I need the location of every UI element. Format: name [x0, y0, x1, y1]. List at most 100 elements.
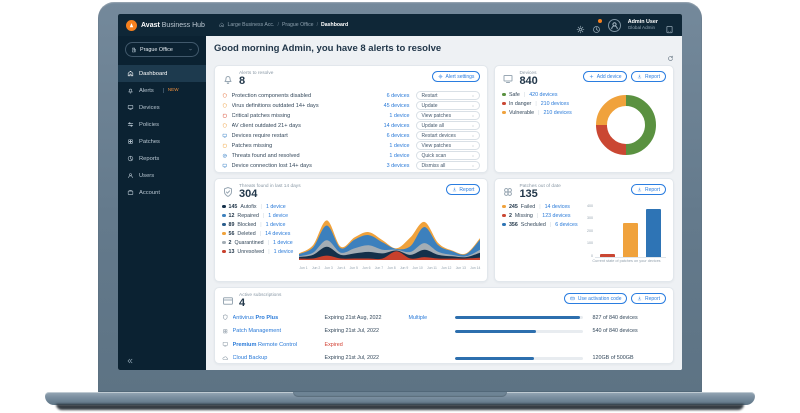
alert-row: Device connection lost 14+ days 3 devices… — [222, 161, 481, 171]
subscription-multiple-link[interactable]: Multiple — [408, 314, 428, 321]
subscriptions-report-button[interactable]: Report — [631, 293, 666, 304]
x-axis-label: Jun 10 — [412, 265, 423, 270]
legend-count: 12 — [228, 212, 235, 219]
use-activation-code-button[interactable]: Use activation code — [564, 293, 628, 304]
alert-action-dropdown[interactable]: View patches — [416, 111, 481, 120]
notifications-icon[interactable] — [592, 19, 603, 33]
legend-devices-link[interactable]: 6 devices — [555, 221, 578, 228]
sidebar-item-devices[interactable]: Devices — [118, 99, 206, 116]
legend-devices-link[interactable]: 1 device — [273, 248, 294, 255]
x-axis-label: Jun 13 — [455, 265, 466, 270]
legend-row: 145 Autofix | 1 device — [222, 204, 293, 210]
shield-icon — [222, 93, 228, 99]
x-axis-label: Jun 8 — [387, 265, 396, 270]
alert-action-dropdown[interactable]: Restart devices — [416, 131, 481, 140]
alert-devices-link[interactable]: 6 devices — [386, 92, 410, 99]
legend-devices-link[interactable]: 1 device — [265, 221, 286, 228]
legend-dot — [502, 92, 506, 97]
subscription-name-link[interactable]: Premium Remote Control — [232, 341, 298, 348]
legend-devices-link[interactable]: 420 devices — [529, 91, 558, 98]
legend-dot — [502, 222, 506, 227]
sidebar-item-patches[interactable]: Patches — [118, 133, 206, 150]
patches-report-button[interactable]: Report — [631, 184, 666, 195]
app-window: Avast Business Hub Large Business Acc. / P… — [118, 14, 682, 370]
legend-count: 2 — [228, 239, 232, 246]
alert-devices-link[interactable]: 14 devices — [383, 122, 410, 129]
legend-devices-link[interactable]: 14 devices — [265, 230, 291, 237]
sidebar-item-policies[interactable]: Policies — [118, 116, 206, 133]
alert-action-dropdown[interactable]: View patches — [416, 141, 481, 150]
sidebar-item-alerts[interactable]: Alerts NEW — [118, 82, 206, 99]
legend-dot — [222, 204, 226, 209]
sidebar-item-dashboard[interactable]: Dashboard — [118, 65, 206, 82]
legend-devices-link[interactable]: 210 devices — [540, 100, 569, 107]
legend-devices-link[interactable]: 14 devices — [544, 203, 570, 210]
alert-action-dropdown[interactable]: Restart — [416, 91, 481, 100]
alert-devices-link[interactable]: 1 device — [389, 142, 410, 149]
subscription-row: Cloud Backup Expiring 21st Jul, 2022 120GB… — [222, 353, 666, 363]
bell-icon — [222, 73, 234, 85]
monitor-icon — [502, 73, 514, 85]
legend-label: Vulnerable — [508, 109, 535, 116]
threats-report-button[interactable]: Report — [445, 184, 481, 195]
breadcrumb-item-2[interactable]: Prague Office — [281, 22, 314, 28]
alert-action-value: Quick scan — [421, 152, 447, 159]
legend-devices-link[interactable]: 1 device — [268, 212, 289, 219]
legend-row: 245 Failed | 14 devices — [502, 204, 577, 210]
alert-row: AV client outdated 21+ days 14 devices Upd… — [222, 121, 481, 131]
alert-action-dropdown[interactable]: Dismiss all — [416, 161, 481, 170]
legend-label: Safe — [508, 91, 520, 98]
alert-devices-link[interactable]: 45 devices — [383, 102, 410, 109]
x-axis-label: Jun 14 — [470, 265, 481, 270]
legend-separator: | — [536, 212, 539, 219]
avatar[interactable] — [607, 18, 621, 32]
breadcrumb-item-3[interactable]: Dashboard — [321, 22, 349, 28]
legend-row: 12 Repaired | 1 device — [222, 213, 293, 219]
alert-settings-button[interactable]: Alert settings — [432, 71, 481, 82]
sidebar-item-users[interactable]: Users — [118, 167, 206, 184]
legend-devices-link[interactable]: 1 device — [265, 203, 286, 210]
subscription-name-link[interactable]: Cloud Backup — [232, 355, 268, 362]
alert-devices-link[interactable]: 1 device — [389, 112, 410, 119]
sidebar-item-label: Dashboard — [139, 70, 168, 77]
sidebar-item-account[interactable]: Account — [118, 184, 206, 201]
legend-label: Autofix — [240, 203, 257, 210]
refresh-icon[interactable] — [667, 55, 674, 62]
sidebar-collapse-button[interactable] — [126, 357, 134, 365]
apps-launcher-icon[interactable] — [665, 21, 674, 33]
alert-devices-link[interactable]: 6 devices — [386, 132, 410, 139]
devices-icon — [127, 104, 134, 111]
legend-separator: | — [260, 203, 262, 210]
alert-label: Critical patches missing — [231, 112, 291, 119]
sidebar-item-label: Policies — [139, 121, 159, 128]
site-selector[interactable]: Prague Office — [125, 42, 199, 57]
alert-action-dropdown[interactable]: Quick scan — [416, 151, 481, 160]
subscription-progress-fill — [454, 316, 580, 320]
patches-bar-chart: 400 300 200 100 0 Current state of patches o… — [587, 204, 666, 263]
user-block[interactable]: Admin User Global Admin — [628, 19, 658, 31]
alert-action-value: Dismiss all — [421, 162, 446, 169]
alert-action-dropdown[interactable]: Update — [416, 101, 481, 110]
alert-action-dropdown[interactable]: Update all — [416, 121, 481, 130]
legend-devices-link[interactable]: 210 devices — [543, 109, 572, 116]
legend-count: 356 — [508, 221, 518, 228]
subscription-name-link[interactable]: Patch Management — [232, 328, 282, 335]
x-axis-label: Jun 9 — [399, 265, 409, 270]
alert-action-value: Update all — [421, 122, 444, 129]
alert-devices-link[interactable]: 1 device — [389, 152, 410, 159]
alerts-card-title: Alerts to resolve — [239, 71, 274, 76]
alert-action-value: Restart — [421, 92, 438, 99]
settings-gear-icon[interactable] — [576, 21, 585, 33]
alert-devices-link[interactable]: 3 devices — [386, 162, 410, 169]
subscription-name-link[interactable]: Antivirus Pro Plus — [232, 314, 279, 321]
add-device-button[interactable]: Add device — [583, 71, 628, 82]
legend-devices-link[interactable]: 1 device — [273, 239, 293, 246]
breadcrumb-item-1[interactable]: Large Business Acc. — [227, 22, 275, 28]
legend-devices-link[interactable]: 123 devices — [542, 212, 571, 219]
devices-donut-chart — [594, 93, 658, 162]
chevron-icon — [471, 144, 475, 148]
devices-report-button[interactable]: Report — [631, 71, 666, 82]
sidebar-item-reports[interactable]: Reports — [118, 150, 206, 167]
alerts-icon — [127, 87, 134, 94]
